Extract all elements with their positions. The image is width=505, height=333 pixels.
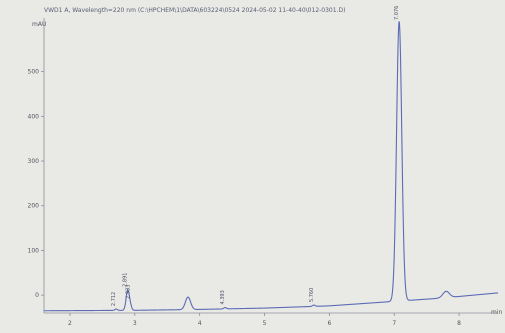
- y-tick-label: 400: [28, 113, 40, 120]
- peak-rt-label: 2.891: [123, 273, 129, 287]
- x-tick-label: 6: [327, 320, 331, 327]
- x-tick-label: 8: [457, 320, 461, 327]
- peak-rt-label: 4.393: [220, 290, 226, 304]
- y-unit-label: mAU: [32, 21, 46, 28]
- y-tick-label: 0: [35, 292, 39, 299]
- y-tick-label: 300: [28, 158, 40, 165]
- peak-rt-label: 2.933: [125, 285, 131, 299]
- x-tick-group: 2 3 4 5 6 7 8: [68, 313, 461, 327]
- y-tick-label: 500: [28, 69, 40, 76]
- peak-rt-label: 2.712: [111, 292, 117, 306]
- peak-rt-label: 5.760: [309, 288, 315, 302]
- x-tick-label: 4: [198, 320, 202, 327]
- peak-rt-label: 7.076: [394, 6, 400, 20]
- x-tick-label: 2: [68, 320, 72, 327]
- y-tick-label: 200: [28, 203, 40, 210]
- x-tick-label: 7: [392, 320, 396, 327]
- x-tick-label: 5: [263, 320, 267, 327]
- chromatogram-trace: [43, 21, 499, 312]
- x-unit-label: min: [491, 309, 503, 316]
- y-tick-group: 0 100 200 300 400 500: [28, 69, 44, 299]
- x-tick-label: 3: [133, 320, 137, 327]
- chart-header: VWD1 A, Wavelength=220 nm (C:\HPCHEM\1\D…: [44, 7, 345, 14]
- y-tick-label: 100: [28, 247, 40, 254]
